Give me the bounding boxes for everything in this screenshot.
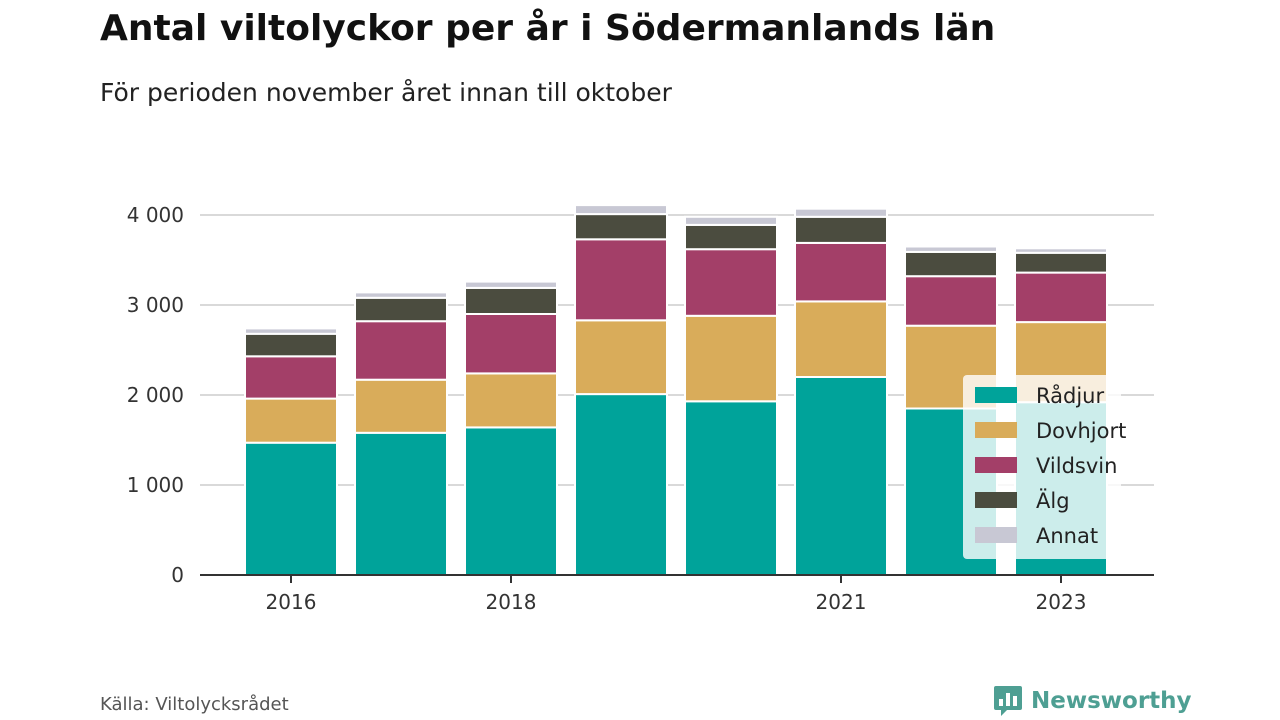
bar-2016-älg xyxy=(244,332,338,358)
x-tick-label: 2016 xyxy=(266,590,317,614)
bar-2016-rådjur xyxy=(244,441,338,577)
y-tick-label: 3 000 xyxy=(127,293,184,317)
bar-2020-älg xyxy=(684,223,778,251)
bar-2021-älg xyxy=(794,215,888,244)
bar-2016-dovhjort xyxy=(244,397,338,444)
legend-item-älg: Älg xyxy=(975,488,1070,513)
bar-group-2020 xyxy=(684,215,778,576)
legend: Rådjur Dovhjort Vildsvin Älg Annat xyxy=(963,375,1126,559)
bar-2023-annat xyxy=(1014,247,1108,254)
legend-item-annat: Annat xyxy=(975,524,1098,548)
bar-2019-dovhjort xyxy=(574,319,668,396)
bar-2017-älg xyxy=(354,296,448,323)
bar-2019-rådjur xyxy=(574,393,668,576)
bar-2019-annat xyxy=(574,204,668,216)
chart-title: Antal viltolyckor per år i Södermanlands… xyxy=(100,8,996,49)
brand-name: Newsworthy xyxy=(1031,688,1192,714)
bar-2023-älg xyxy=(1014,251,1108,274)
bar-2017-vildsvin xyxy=(354,320,448,381)
x-axis-ticks: 2016 2018 2021 2023 xyxy=(266,575,1087,614)
bar-2020-dovhjort xyxy=(684,314,778,403)
bar-2022-älg xyxy=(904,250,998,278)
bar-2018-älg xyxy=(464,286,558,315)
bar-2020-annat xyxy=(684,215,778,226)
legend-label: Rådjur xyxy=(1036,383,1104,408)
bar-2021-dovhjort xyxy=(794,300,888,378)
x-tick-label: 2018 xyxy=(486,590,537,614)
x-tick-label: 2023 xyxy=(1036,590,1087,614)
bar-2018-vildsvin xyxy=(464,313,558,375)
bar-2020-rådjur xyxy=(684,400,778,576)
brand-logo: Newsworthy xyxy=(993,684,1192,718)
y-tick-label: 4 000 xyxy=(127,203,184,227)
y-tick-label: 0 xyxy=(171,563,184,587)
y-axis-ticks: 0 1 000 2 000 3 000 4 000 xyxy=(127,203,184,587)
bar-2016-annat xyxy=(244,327,338,335)
legend-swatch xyxy=(975,457,1017,473)
bar-2016-vildsvin xyxy=(244,355,338,400)
bar-2018-rådjur xyxy=(464,426,558,576)
bar-group-2017 xyxy=(354,291,448,576)
bar-2017-rådjur xyxy=(354,431,448,576)
bar-2017-dovhjort xyxy=(354,378,448,434)
legend-item-vildsvin: Vildsvin xyxy=(975,454,1117,478)
legend-box xyxy=(963,375,1121,559)
bar-2018-dovhjort xyxy=(464,372,558,429)
legend-item-dovhjort: Dovhjort xyxy=(975,419,1126,443)
legend-label: Annat xyxy=(1036,524,1098,548)
bar-chart-speech-bubble-icon xyxy=(994,686,1022,716)
legend-swatch xyxy=(975,527,1017,543)
bar-2019-älg xyxy=(574,213,668,241)
legend-label: Dovhjort xyxy=(1036,419,1126,443)
bar-2019-vildsvin xyxy=(574,238,668,322)
legend-swatch xyxy=(975,492,1017,508)
bar-group-2016 xyxy=(244,327,338,577)
bar-2021-annat xyxy=(794,207,888,218)
legend-label: Vildsvin xyxy=(1036,454,1117,478)
legend-swatch xyxy=(975,422,1017,438)
bar-group-2021 xyxy=(794,207,888,576)
bar-group-2019 xyxy=(574,204,668,576)
source-note: Källa: Viltolycksrådet xyxy=(100,694,289,715)
legend-item-rådjur: Rådjur xyxy=(975,383,1104,408)
y-tick-label: 2 000 xyxy=(127,383,184,407)
legend-label: Älg xyxy=(1036,488,1070,513)
bar-2017-annat xyxy=(354,291,448,299)
bar-2020-vildsvin xyxy=(684,248,778,317)
bar-group-2018 xyxy=(464,280,558,576)
bar-2022-vildsvin xyxy=(904,275,998,327)
bar-2018-annat xyxy=(464,280,558,289)
legend-swatch xyxy=(975,387,1017,403)
bar-2021-rådjur xyxy=(794,376,888,576)
bar-2023-vildsvin xyxy=(1014,271,1108,324)
chart-subtitle: För perioden november året innan till ok… xyxy=(100,78,672,107)
x-tick-label: 2021 xyxy=(816,590,867,614)
bar-2021-vildsvin xyxy=(794,241,888,303)
y-tick-label: 1 000 xyxy=(127,473,184,497)
bar-2022-annat xyxy=(904,245,998,253)
